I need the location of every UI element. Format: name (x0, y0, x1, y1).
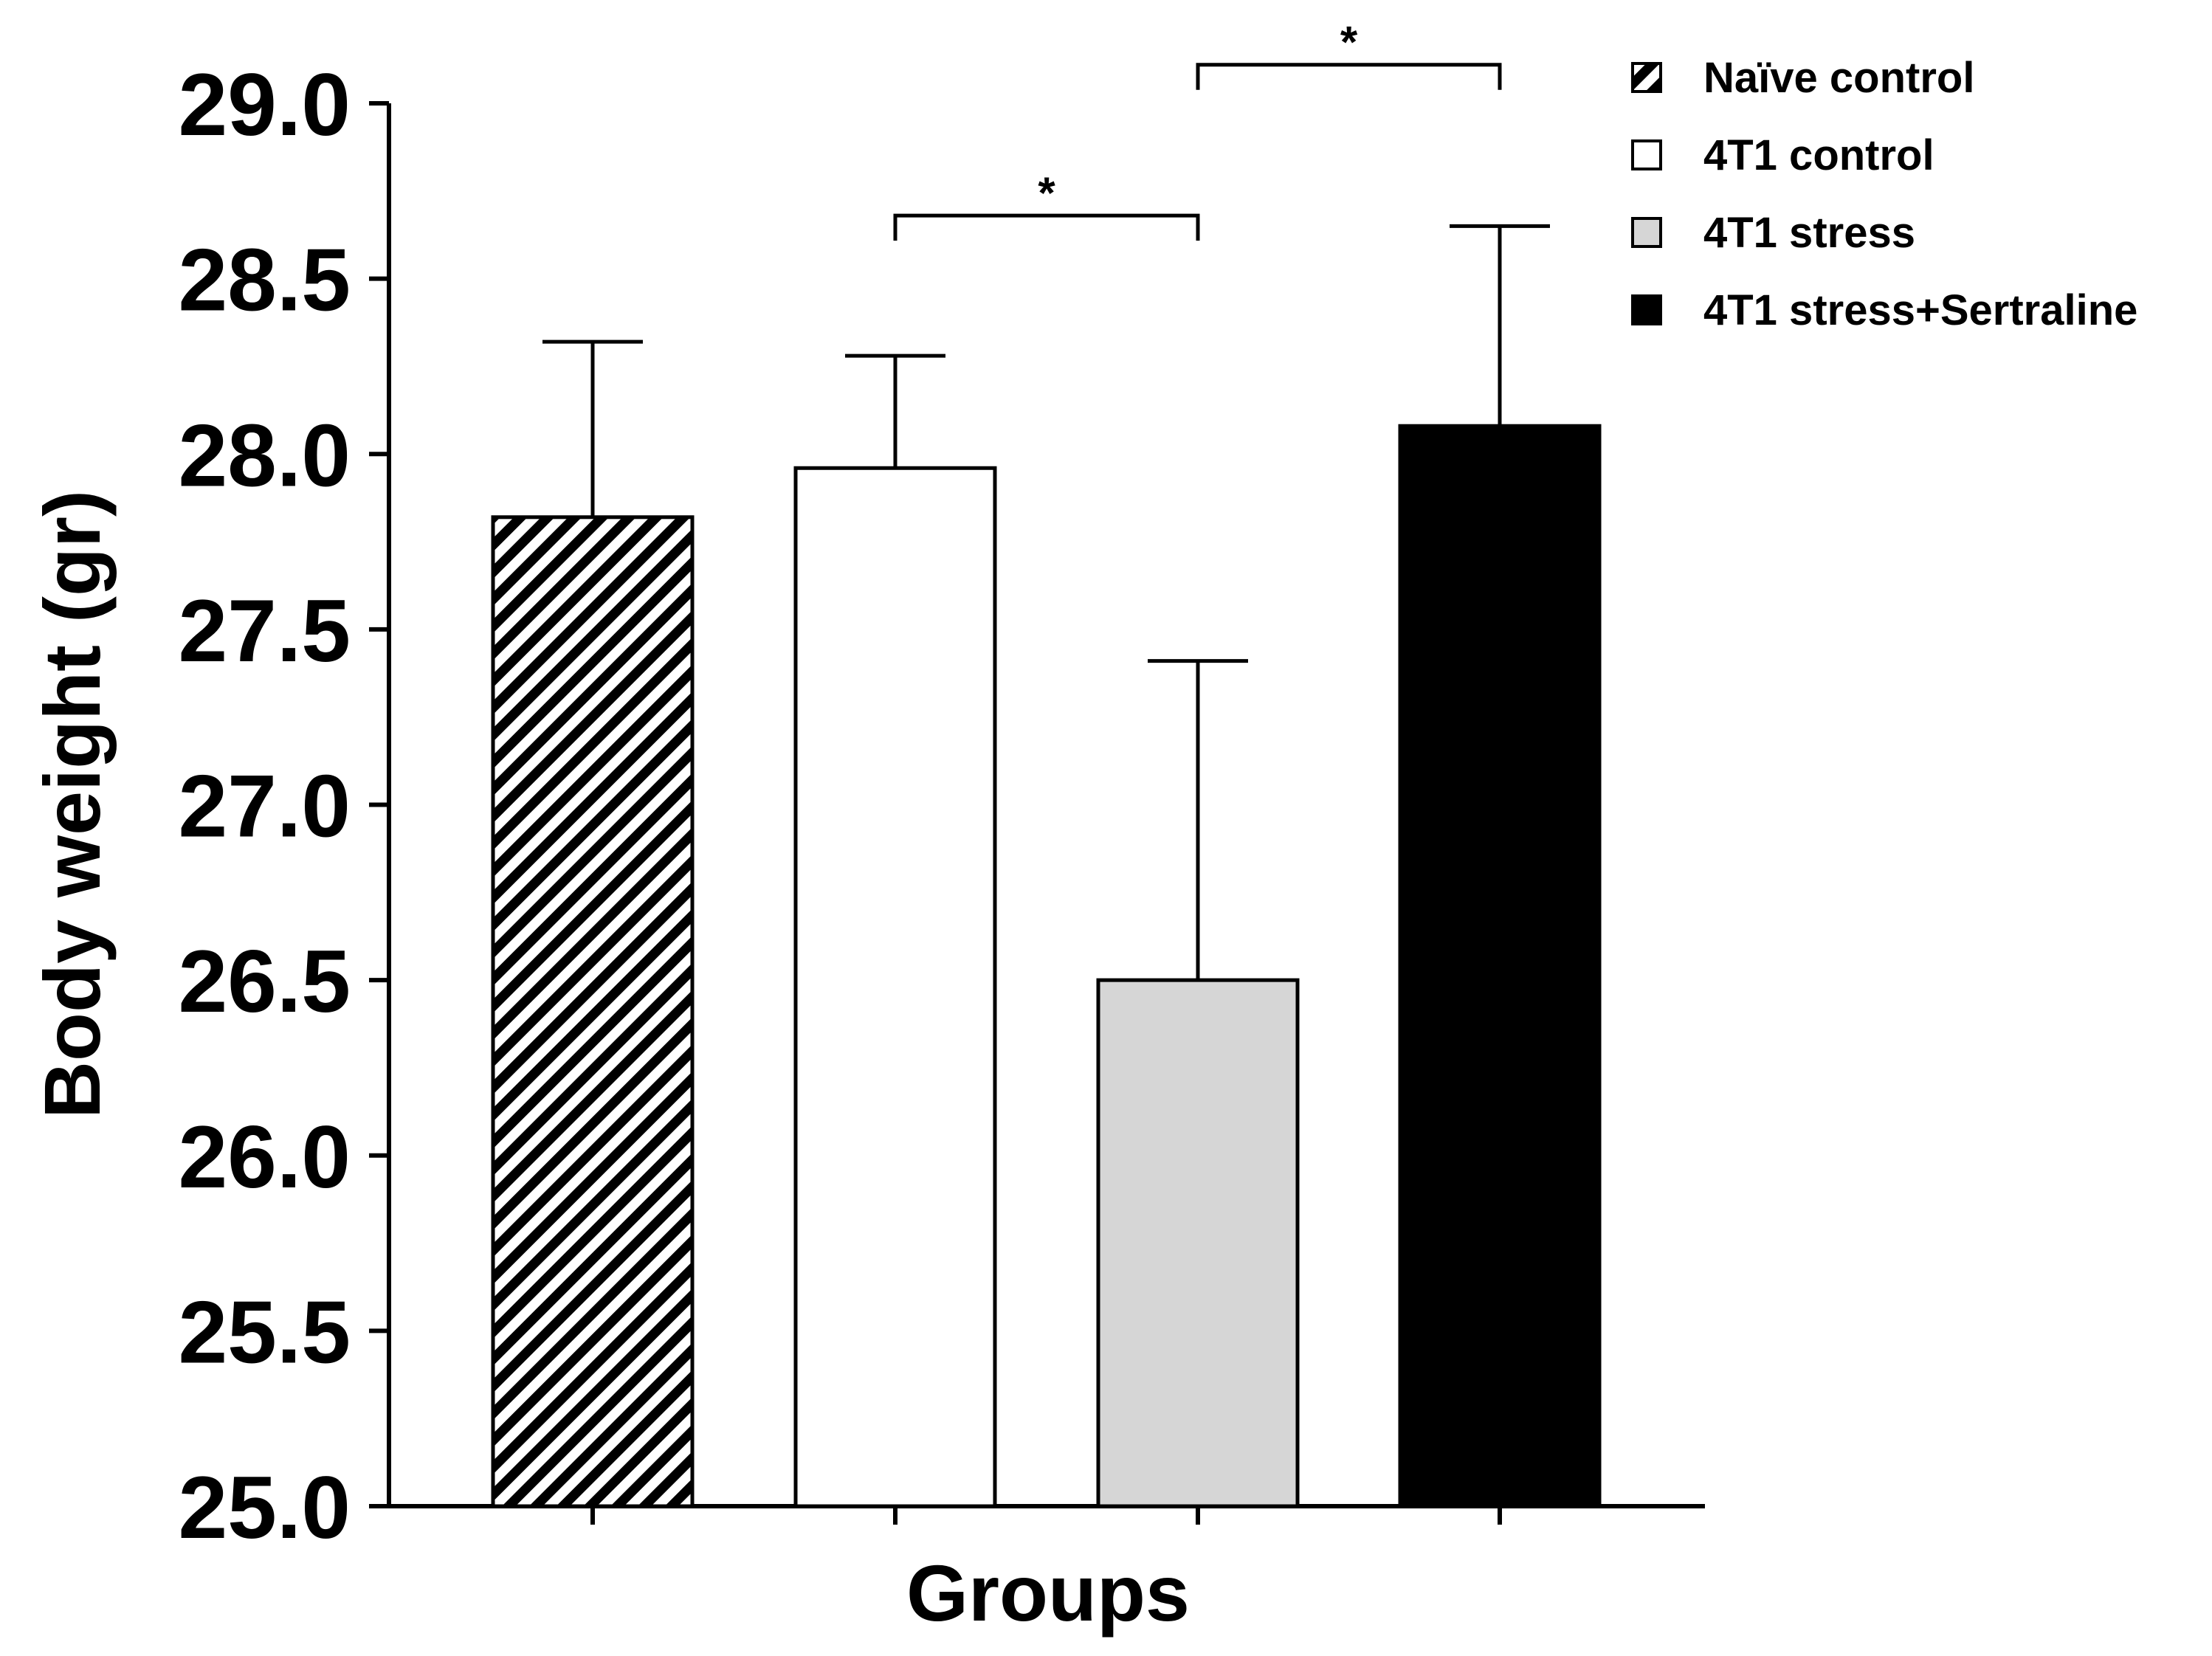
y-tick-label: 25.5 (178, 1283, 351, 1381)
legend-label: Naïve control (1703, 54, 1974, 102)
bar-1 (491, 515, 695, 1508)
legend-label: 4T1 control (1703, 131, 1934, 179)
legend-swatch (1631, 62, 1662, 93)
significance-bracket (893, 213, 1200, 241)
x-axis-title: Groups (906, 1548, 1190, 1638)
bar-4 (1398, 424, 1602, 1508)
x-axis (373, 1504, 1705, 1525)
y-tick-label: 27.5 (178, 582, 351, 680)
y-axis-title: Body weight (gr) (27, 490, 117, 1119)
legend-swatch (1631, 217, 1662, 248)
y-tick-label: 28.0 (178, 406, 351, 505)
y-axis: 25.0 25.5 26.0 26.5 27.0 27.5 28.0 28.5 29.0 (178, 55, 391, 1557)
bar-2 (793, 466, 997, 1508)
legend-swatch (1631, 139, 1662, 170)
bar-3 (1096, 978, 1300, 1508)
y-tick-label: 26.5 (178, 932, 351, 1031)
significance-bracket (1196, 63, 1502, 90)
y-tick-label: 25.0 (178, 1458, 351, 1557)
legend-label: 4T1 stress (1703, 209, 1915, 257)
legend-swatch (1631, 294, 1662, 325)
significance-star: * (1340, 18, 1358, 67)
significance-star: * (1038, 168, 1055, 218)
y-tick-label: 29.0 (178, 55, 351, 154)
y-tick-label: 28.5 (178, 231, 351, 330)
y-tick-label: 26.0 (178, 1108, 351, 1207)
y-tick-label: 27.0 (178, 757, 351, 856)
legend: Naïve control 4T1 control 4T1 stress 4T1 st… (1631, 54, 2137, 334)
legend-label: 4T1 stress+Sertraline (1703, 286, 2137, 334)
